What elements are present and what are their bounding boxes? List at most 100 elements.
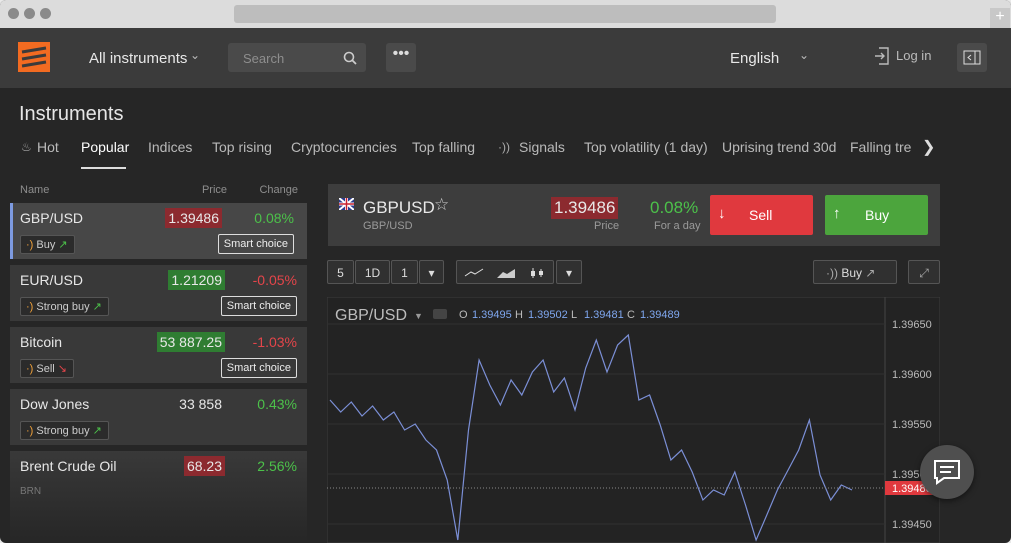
arrow-icon: ↗ (89, 425, 102, 437)
more-button[interactable]: ••• (386, 43, 416, 72)
language[interactable]: English (730, 50, 780, 67)
column-header: Name (20, 184, 50, 196)
header: All instruments ⌄ Search ••• English ⌄ L… (0, 28, 1011, 88)
tab[interactable]: Uprising trend 30d (722, 139, 837, 155)
tab[interactable]: Top rising (212, 139, 272, 155)
section-title: Instruments (19, 103, 124, 125)
smart-badge[interactable]: Smart choice (220, 296, 297, 316)
ohlc-label: H (515, 309, 523, 321)
instrument-change: -0.05% (252, 272, 297, 288)
arrow-icon: ↓ (718, 205, 726, 222)
dropdown[interactable]: ▾ (556, 260, 582, 284)
instrument-change: 0.08% (650, 198, 699, 217)
arrow-icon: ↗ (89, 301, 102, 313)
sell-button[interactable]: ↓ Sell (710, 195, 813, 235)
sell-label: Sell (749, 207, 773, 223)
hot-icon: ♨ (21, 140, 32, 154)
signal-label: Strong buy (36, 425, 90, 437)
instrument-name: Dow Jones (20, 396, 90, 412)
instrument-row[interactable]: Brent Crude Oil 68.23 2.56% BRN (10, 451, 307, 543)
ohlc-value: 1.39481 (584, 309, 624, 321)
instruments-menu[interactable]: All instruments (89, 50, 188, 67)
search-box[interactable]: Search (228, 43, 366, 72)
change-label: For a day (654, 220, 701, 232)
login-icon (875, 47, 889, 65)
ohlc-label: O (459, 309, 468, 321)
ohlc-value: 1.39502 (528, 309, 568, 321)
tab[interactable]: Top volatility (1 day) (584, 139, 708, 155)
tab[interactable]: Cryptocurrencies (291, 139, 397, 155)
y-tick-label: 1.39550 (892, 419, 932, 431)
instrument-price: 1.21209 (168, 270, 225, 290)
signal-chip: ·) Strong buy ↗ (20, 421, 109, 440)
ohlc-label: L (571, 309, 577, 321)
signal-label: Strong buy (36, 301, 90, 313)
instrument-symbol: GBPUSD (363, 198, 435, 217)
chart-buy-label: Buy (841, 266, 863, 280)
tab[interactable]: Indices (148, 139, 193, 155)
arrow-icon: ↑ (833, 205, 841, 222)
instrument-name: Bitcoin (20, 334, 63, 350)
instrument-subtitle: GBP/USD (363, 220, 413, 232)
signal-icon: ·) (26, 363, 37, 375)
signal-chip: ·) Strong buy ↗ (20, 297, 109, 316)
instrument-name: EUR/USD (20, 272, 84, 288)
favorite[interactable]: ☆ (434, 195, 450, 214)
tab[interactable]: Popular (81, 139, 130, 155)
ohlc-value: 1.39495 (472, 309, 512, 321)
chart-style-group[interactable] (456, 260, 554, 284)
chart-buy-button[interactable]: ·)) Buy ↗ (813, 260, 897, 284)
new-tab[interactable]: + (990, 8, 1010, 28)
interval-button[interactable]: 1D (355, 260, 390, 284)
column-header: Price (201, 184, 227, 196)
instrument-row[interactable]: Dow Jones 33 858 0.43% ·) Strong buy ↗ (10, 389, 307, 445)
instrument-name: GBP/USD (20, 210, 84, 226)
eye-icon[interactable] (433, 309, 447, 319)
ohlc-value: 1.39489 (640, 309, 680, 321)
signal-icon: ·)) (498, 140, 510, 154)
buy-button[interactable]: ↑ Buy (825, 195, 928, 235)
arrow-icon: ↗ (865, 266, 876, 280)
signal-chip: ·) Buy ↗ (20, 235, 75, 254)
window-dot[interactable] (8, 8, 19, 19)
chart-symbol: GBP/USD (335, 307, 407, 324)
instrument-price: 1.39486 (551, 197, 619, 219)
instrument-change: 0.43% (257, 396, 297, 412)
buy-label: Buy (865, 207, 890, 223)
address-bar[interactable] (234, 5, 776, 23)
window-dot[interactable] (24, 8, 35, 19)
signal-chip: ·) Sell ↘ (20, 359, 75, 378)
login[interactable]: Log in (896, 48, 932, 63)
panel-toggle[interactable] (957, 43, 987, 72)
ohlc-label: C (627, 309, 635, 321)
signal-icon: ·) (26, 425, 37, 437)
chevron: ⌄ (799, 48, 810, 62)
instrument-row[interactable]: Bitcoin 53 887.25 -1.03% ·) Sell ↘ Smart cho… (10, 327, 307, 383)
tab[interactable]: Hot (37, 139, 59, 155)
price-chart: GBP/USD ▼ O 1.39495 H 1.39502 L 1.39481 C 1.394… (327, 297, 940, 543)
interval-button[interactable]: 5 (327, 260, 354, 284)
window-dot[interactable] (40, 8, 51, 19)
tabs-next[interactable]: ❯ (922, 139, 936, 156)
dropdown[interactable]: ▾ (419, 260, 444, 284)
tab[interactable]: Falling tren (850, 139, 912, 155)
symbol-menu[interactable]: ▼ (414, 311, 423, 321)
smart-badge[interactable]: Smart choice (217, 234, 294, 254)
signal-label: Sell (36, 363, 55, 375)
signal-icon: ·)) (826, 266, 842, 280)
interval-button[interactable]: 1 (391, 260, 418, 284)
smart-badge[interactable]: Smart choice (220, 358, 297, 378)
tab[interactable]: Signals (519, 139, 565, 155)
instrument-price: 53 887.25 (156, 332, 225, 352)
signal-icon: ·) (26, 301, 37, 313)
instrument-row[interactable]: GBP/USD 1.39486 0.08% ·) Buy ↗ Smart choice (10, 203, 307, 259)
search-placeholder: Search (243, 51, 285, 66)
price-line (329, 333, 853, 542)
logo[interactable] (18, 42, 50, 72)
fullscreen[interactable]: ⤢ (908, 260, 940, 284)
chat-button[interactable] (920, 445, 974, 499)
instrument-row[interactable]: EUR/USD 1.21209 -0.05% ·) Strong buy ↗ Smart… (10, 265, 307, 321)
instrument-change: 2.56% (257, 458, 297, 474)
tab[interactable]: Top falling (412, 139, 476, 155)
